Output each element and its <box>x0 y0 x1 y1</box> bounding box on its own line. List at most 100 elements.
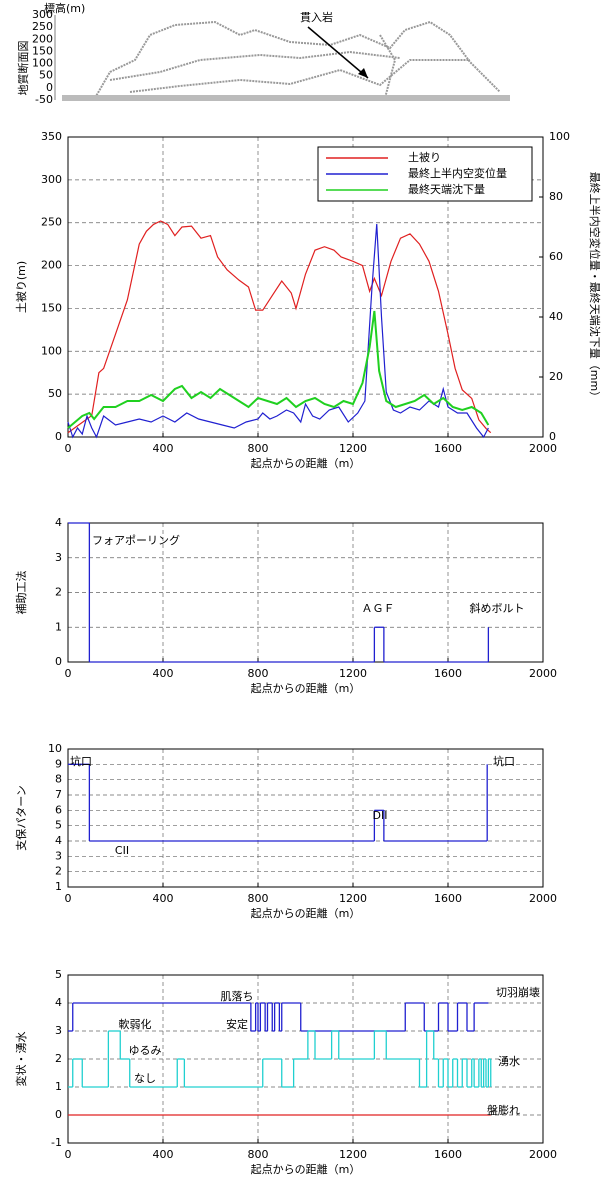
x-tick-label: 1600 <box>434 442 462 455</box>
annotation: ＡＧＦ <box>362 602 395 615</box>
x-tick-label: 1200 <box>339 1148 367 1161</box>
y2-tick-label: 20 <box>549 370 563 383</box>
arrow-head <box>358 68 368 78</box>
y-axis-label: 土被り(m) <box>15 261 28 313</box>
x-tick-label: 1600 <box>434 1148 462 1161</box>
y-tick-label: 1 <box>55 620 62 633</box>
y-tick-label: 1 <box>55 1080 62 1093</box>
x-axis-label: 起点からの距離（m） <box>251 681 361 695</box>
y-tick-label: 8 <box>55 773 62 786</box>
y2-tick-label: 100 <box>549 130 570 143</box>
x-axis-label: 起点からの距離（m） <box>251 1162 361 1176</box>
x-tick-label: 0 <box>65 667 72 680</box>
x-axis-label: 起点からの距離（m） <box>251 456 361 470</box>
y-tick-label: 350 <box>41 130 62 143</box>
y-tick-label: 2 <box>55 586 62 599</box>
x-tick-label: 2000 <box>529 892 557 905</box>
legend-label: 最終上半内空変位量 <box>408 166 507 180</box>
plot-frame <box>67 974 544 1144</box>
annotation: 坑口 <box>70 754 92 768</box>
y2-axis-label: 最終上半内空変位量・最終天端沈下量（mm） <box>588 172 602 402</box>
legend-label: 最終天端沈下量 <box>408 182 485 196</box>
y-tick-label: 6 <box>55 803 62 816</box>
y-tick-label: 50 <box>48 387 62 400</box>
x-tick-label: 0 <box>65 1148 72 1161</box>
y-tick-label: 200 <box>41 259 62 272</box>
y-tick-label: 3 <box>55 849 62 862</box>
x-tick-label: 400 <box>153 1148 174 1161</box>
x-tick-label: 1200 <box>339 442 367 455</box>
y-tick-label: 4 <box>55 516 62 529</box>
x-tick-label: 400 <box>153 892 174 905</box>
annotation: なし <box>134 1072 156 1085</box>
y-tick-label: 150 <box>41 301 62 314</box>
y-tick-label: 9 <box>55 757 62 770</box>
annotation-arrow <box>307 26 369 79</box>
y-tick-label: 200 <box>32 32 53 45</box>
y2-tick-label: 80 <box>549 190 563 203</box>
series-line <box>67 310 490 429</box>
annotation: 軟弱化 <box>119 1017 152 1031</box>
y-tick-label: 250 <box>32 20 53 33</box>
y-tick-label: 300 <box>32 8 53 21</box>
x-axis-label: 起点からの距離（m） <box>251 906 361 920</box>
x-tick-label: 1600 <box>434 892 462 905</box>
y-tick-label: 300 <box>41 173 62 186</box>
y-tick-label: 0 <box>55 1108 62 1121</box>
y-tick-label: 1 <box>55 880 62 893</box>
y-tick-label: 2 <box>55 1052 62 1065</box>
annotation: フォアポーリング <box>92 533 180 547</box>
annotation: 貫入岩 <box>300 10 333 24</box>
annotation: 安定 <box>226 1017 248 1031</box>
x-tick-label: 2000 <box>529 667 557 680</box>
plot-frame <box>67 136 544 438</box>
y-tick-label: 100 <box>32 57 53 70</box>
series-line <box>67 220 492 434</box>
annotation: 肌落ち <box>221 990 254 1003</box>
x-tick-label: 800 <box>248 442 269 455</box>
y-tick-label: 250 <box>41 216 62 229</box>
y-tick-label: 100 <box>41 344 62 357</box>
y-tick-label: 2 <box>55 865 62 878</box>
y-tick-label: 3 <box>55 1024 62 1037</box>
plot-frame <box>67 748 544 888</box>
y-tick-label: 5 <box>55 819 62 832</box>
x-tick-label: 800 <box>248 892 269 905</box>
x-tick-label: 400 <box>153 442 174 455</box>
x-tick-label: 2000 <box>529 1148 557 1161</box>
x-tick-label: 1600 <box>434 667 462 680</box>
y-tick-label: -1 <box>51 1136 62 1149</box>
x-tick-label: 1200 <box>339 667 367 680</box>
legend-label: 土被り <box>408 151 441 164</box>
y2-tick-label: 60 <box>549 250 563 263</box>
annotation: 坑口 <box>493 754 515 768</box>
y-tick-label: 0 <box>46 81 53 94</box>
annotation: 切羽崩壊 <box>496 985 540 999</box>
x-tick-label: 1200 <box>339 892 367 905</box>
x-tick-label: 2000 <box>529 442 557 455</box>
y-axis-label: 補助工法 <box>14 571 28 615</box>
y-axis-label: 支保パターン <box>14 785 28 850</box>
x-tick-label: 400 <box>153 667 174 680</box>
annotation: CII <box>115 844 129 857</box>
axis-label: 標高(m) <box>44 1 85 15</box>
annotation: 斜めボルト <box>470 602 525 615</box>
y-axis-label: 変状・湧水 <box>14 1032 28 1087</box>
y-tick-label: 150 <box>32 44 53 57</box>
y-tick-label: 4 <box>55 996 62 1009</box>
y-tick-label: 50 <box>39 69 53 82</box>
x-tick-label: 0 <box>65 442 72 455</box>
y-tick-label: 7 <box>55 788 62 801</box>
annotation: 湧水 <box>498 1055 520 1068</box>
y-tick-label: 4 <box>55 834 62 847</box>
y-tick-label: -50 <box>35 93 53 106</box>
y-tick-label: 0 <box>55 655 62 668</box>
y-tick-label: 5 <box>55 968 62 981</box>
x-tick-label: 800 <box>248 1148 269 1161</box>
y-tick-label: 10 <box>48 742 62 755</box>
annotation: DII <box>373 809 388 822</box>
geology-sketch <box>94 20 501 99</box>
y2-tick-label: 0 <box>549 430 556 443</box>
series-line <box>67 223 489 439</box>
